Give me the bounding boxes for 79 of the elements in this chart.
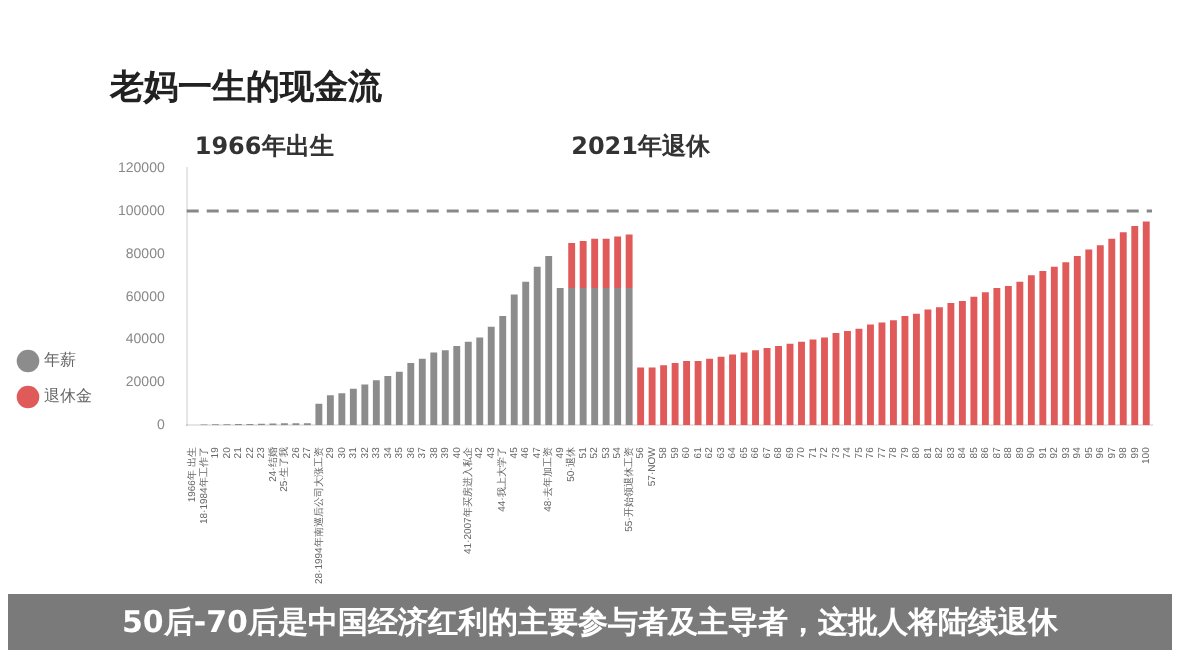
chart-title: 老妈一生的现金流	[110, 66, 382, 110]
bar	[338, 393, 346, 426]
bar	[384, 375, 392, 426]
bar	[441, 350, 449, 426]
bar	[947, 303, 955, 426]
bar	[579, 288, 587, 426]
bar	[671, 363, 679, 426]
bar	[637, 367, 645, 426]
bar	[993, 288, 1001, 426]
bar	[1142, 221, 1150, 426]
bar	[602, 238, 610, 289]
text: 50后-70后是中国经济红利的主要参与者及主导者，这批人将陆续退休	[8, 594, 1172, 650]
bar	[349, 388, 357, 426]
bar	[430, 352, 438, 426]
bar	[729, 354, 737, 426]
bar	[372, 380, 380, 426]
bar	[1108, 238, 1116, 426]
bar	[579, 240, 587, 289]
bar	[487, 326, 495, 426]
bar	[625, 288, 633, 426]
text: 2021年退休	[571, 132, 712, 161]
bar	[1062, 262, 1070, 426]
legend-label: 退休金	[44, 387, 92, 406]
bar	[556, 288, 564, 426]
bar	[1131, 225, 1139, 426]
bar	[1050, 266, 1058, 426]
bar	[821, 337, 828, 426]
bar	[522, 281, 530, 426]
bar	[1039, 270, 1047, 426]
bar	[407, 363, 415, 426]
bar	[418, 358, 426, 426]
bar	[844, 330, 851, 426]
bar	[752, 350, 759, 426]
bar	[625, 234, 633, 289]
bar	[510, 294, 518, 426]
bar	[706, 358, 714, 426]
bar	[1119, 232, 1127, 426]
bar	[1085, 249, 1093, 426]
bar	[395, 371, 403, 426]
bar	[614, 288, 622, 426]
bar	[464, 341, 472, 426]
bar	[648, 367, 656, 426]
bar	[326, 395, 334, 426]
bar	[981, 292, 989, 426]
bar	[694, 360, 702, 426]
bar	[890, 320, 897, 426]
bar	[740, 352, 748, 426]
bar	[533, 266, 541, 426]
bar	[1096, 245, 1104, 426]
bar	[499, 315, 507, 426]
bar	[775, 345, 782, 426]
bar	[1016, 281, 1024, 426]
bar	[591, 288, 599, 426]
bar	[683, 360, 691, 426]
bar	[315, 403, 323, 426]
bar	[798, 341, 805, 426]
bar	[591, 238, 599, 289]
bar	[935, 307, 943, 426]
bar	[901, 315, 909, 426]
bar	[568, 243, 576, 289]
bar	[1004, 285, 1012, 426]
bar	[970, 296, 978, 426]
bar	[1027, 275, 1035, 426]
bar	[361, 384, 369, 426]
bar	[958, 300, 966, 426]
bar	[924, 309, 932, 426]
bar	[660, 365, 668, 426]
bar	[453, 345, 461, 426]
bar	[568, 288, 576, 426]
bar	[717, 356, 725, 426]
bar	[912, 313, 920, 426]
text: 1966年出生	[194, 132, 334, 161]
legend-label: 年薪	[44, 351, 76, 370]
bar	[1073, 255, 1081, 426]
bar	[602, 288, 610, 426]
bar	[614, 236, 622, 289]
bar	[867, 324, 874, 426]
bar	[545, 255, 553, 426]
bar	[476, 337, 484, 426]
